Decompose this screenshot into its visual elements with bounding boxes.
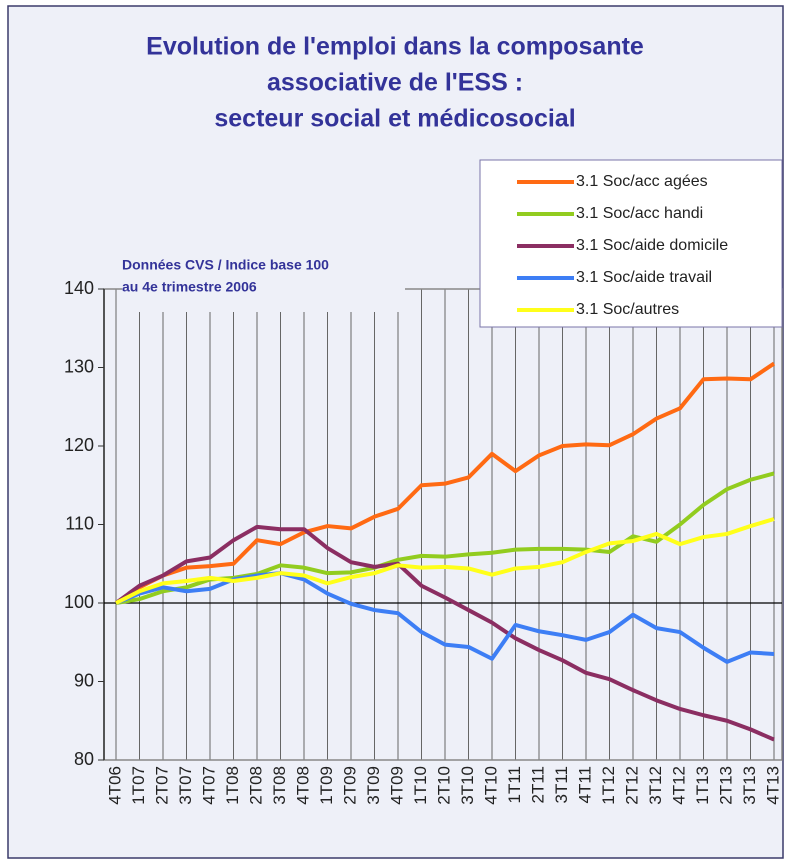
series-line <box>114 361 776 605</box>
annotation: au 4e trimestre 2006 <box>122 279 257 295</box>
y-tick-label: 80 <box>74 749 94 769</box>
y-tick-label: 90 <box>74 670 94 690</box>
chart-title: associative de l'ESS : <box>267 69 523 97</box>
x-tick-label: 2T08 <box>246 766 265 805</box>
x-tick-label: 3T08 <box>270 766 289 805</box>
x-tick-label: 2T07 <box>152 766 171 805</box>
y-tick-label: 100 <box>64 592 94 612</box>
x-tick-label: 1T07 <box>129 766 148 805</box>
legend-label: 3.1 Soc/acc agées <box>576 173 708 190</box>
x-tick-label: 4T09 <box>387 766 406 805</box>
frame <box>7 5 784 859</box>
x-tick-label: 3T12 <box>646 766 665 805</box>
x-tick-label: 4T13 <box>763 766 782 805</box>
y-tick-label: 120 <box>64 435 94 455</box>
y-tick-label: 130 <box>64 356 94 376</box>
y-tick-label: 140 <box>64 278 94 298</box>
x-tick-label: 4T11 <box>575 766 594 804</box>
x-tick-label: 2T12 <box>622 766 641 805</box>
x-tick-label: 1T11 <box>505 766 524 804</box>
x-tick-label: 3T09 <box>364 766 383 805</box>
x-tick-label: 4T12 <box>669 766 688 805</box>
annotation-bg <box>122 252 405 312</box>
x-tick-label: 1T13 <box>693 766 712 805</box>
y-tick-label: 110 <box>65 513 94 533</box>
series-line <box>114 524 775 742</box>
x-tick-label: 3T13 <box>740 766 759 805</box>
series-line <box>115 571 775 664</box>
series-line <box>115 517 775 605</box>
x-tick-label: 3T07 <box>176 766 195 805</box>
legend <box>479 159 783 328</box>
x-tick-label: 2T10 <box>434 766 453 805</box>
x-tick-label: 4T06 <box>105 766 124 805</box>
x-tick-label: 2T09 <box>340 766 359 805</box>
x-tick-label: 1T10 <box>411 766 430 805</box>
x-tick-label: 2T11 <box>528 766 547 804</box>
chart-title: Evolution de l'emploi dans la composante <box>146 33 644 61</box>
x-tick-label: 1T12 <box>599 766 618 805</box>
annotation: Données CVS / Indice base 100 <box>122 257 329 273</box>
x-tick-label: 3T10 <box>458 766 477 805</box>
x-tick-label: 2T13 <box>716 766 735 805</box>
legend-label: 3.1 Soc/aide travail <box>576 269 712 286</box>
x-tick-label: 1T09 <box>317 766 336 805</box>
chart-title: secteur social et médicosocial <box>214 105 575 133</box>
legend-label: 3.1 Soc/aide domicile <box>576 237 728 254</box>
x-tick-label: 4T08 <box>293 766 312 805</box>
x-tick-label: 4T10 <box>481 766 500 805</box>
legend-label: 3.1 Soc/acc handi <box>576 205 703 222</box>
x-tick-label: 1T08 <box>223 766 242 805</box>
x-tick-label: 3T11 <box>552 766 571 804</box>
legend-label: 3.1 Soc/autres <box>576 301 679 318</box>
x-tick-label: 4T07 <box>199 766 218 805</box>
